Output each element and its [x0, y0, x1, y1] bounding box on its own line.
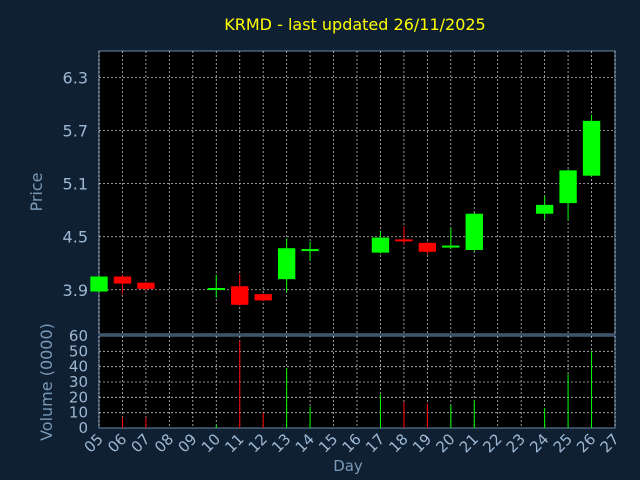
volume-tick-label: 20 — [69, 388, 88, 406]
candle — [90, 275, 108, 293]
candle — [113, 274, 132, 295]
candle-body — [113, 276, 132, 284]
x-tick-label: 14 — [292, 430, 318, 456]
candle-body — [301, 249, 319, 252]
x-tick-label: 13 — [268, 430, 294, 456]
candle — [254, 293, 272, 302]
candle — [535, 196, 554, 220]
x-tick-label: 18 — [386, 430, 412, 456]
candle — [277, 238, 296, 293]
x-tick-label: 11 — [221, 430, 247, 456]
x-tick-label: 10 — [198, 430, 224, 456]
volume-axis-label: Volume (0000) — [37, 323, 56, 441]
candle — [371, 230, 390, 254]
candle-body — [559, 170, 577, 204]
x-tick-label: 08 — [151, 430, 177, 456]
candle-body — [231, 286, 249, 305]
candle — [207, 274, 225, 298]
x-tick-label: 09 — [174, 430, 200, 456]
x-tick-label: 12 — [245, 430, 271, 456]
candle-body — [90, 276, 108, 292]
volume-tick-label: 50 — [69, 342, 88, 360]
x-tick-label: 23 — [503, 430, 529, 456]
price-tick-label: 4.5 — [63, 228, 88, 247]
x-tick-label: 25 — [550, 430, 576, 456]
volume-bars — [121, 340, 593, 428]
x-tick-label: 26 — [573, 430, 599, 456]
candle-body — [582, 120, 601, 176]
candle — [582, 114, 601, 177]
price-tick-label: 5.1 — [63, 175, 88, 194]
volume-tick-label: 10 — [69, 404, 88, 422]
volume-tick-label: 0 — [78, 419, 88, 437]
candle-body — [395, 239, 413, 242]
chart-title: KRMD - last updated 26/11/2025 — [224, 15, 485, 34]
candle-body — [371, 237, 390, 253]
x-tick-label: 22 — [479, 430, 505, 456]
candle — [137, 281, 155, 291]
candle-body — [465, 213, 483, 250]
x-tick-label: 21 — [456, 430, 482, 456]
x-tick-label: 15 — [315, 430, 341, 456]
candle-body — [277, 248, 296, 280]
price-tick-label: 5.7 — [63, 122, 88, 141]
x-tick-label: 27 — [597, 430, 623, 456]
candle-body — [442, 245, 460, 248]
candle-body — [535, 204, 554, 214]
candle — [465, 212, 483, 252]
price-tick-label: 6.3 — [63, 69, 88, 88]
volume-tick-label: 30 — [69, 373, 88, 391]
candle-body — [254, 294, 272, 301]
candles — [90, 114, 601, 306]
x-tick-label: 07 — [128, 430, 154, 456]
x-axis-label: Day — [333, 457, 363, 475]
volume-tick-label: 60 — [69, 327, 88, 345]
x-tick-label: 06 — [104, 430, 130, 456]
price-panel: 3.9 4.5 5.1 5.7 6.3 — [63, 50, 616, 335]
x-tick-label: 16 — [339, 430, 365, 456]
x-tick-label: 19 — [409, 430, 435, 456]
price-tick-label: 3.9 — [63, 281, 88, 300]
candle-body — [207, 288, 225, 291]
candle-body — [137, 282, 155, 289]
volume-tick-label: 40 — [69, 358, 88, 376]
candle-body — [418, 242, 437, 252]
x-tick-label: 24 — [526, 430, 552, 456]
candle — [301, 242, 319, 261]
x-axis: 0506070809101112131415161718192021222324… — [81, 430, 623, 456]
x-tick-label: 17 — [362, 430, 388, 456]
x-tick-label: 20 — [432, 430, 458, 456]
candle — [231, 273, 249, 306]
y-axis-label: Price — [27, 172, 46, 211]
price-axis: 3.9 4.5 5.1 5.7 6.3 — [63, 69, 88, 300]
candle — [559, 169, 577, 220]
candle — [418, 242, 437, 255]
candle — [442, 227, 460, 250]
candle — [395, 226, 413, 245]
